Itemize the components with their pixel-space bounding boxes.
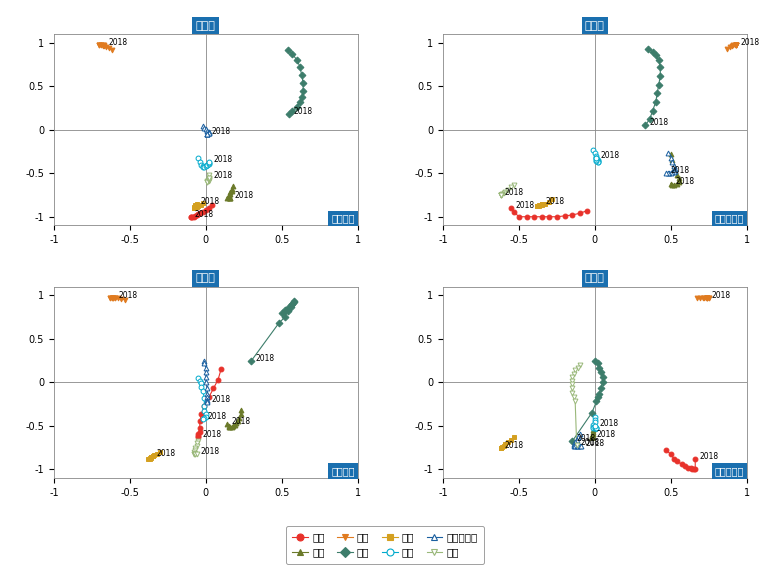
Text: 2018: 2018 xyxy=(201,197,220,206)
Title: 通信機: 通信機 xyxy=(585,20,605,31)
Text: 2018: 2018 xyxy=(256,353,275,362)
Text: 半導体素子: 半導体素子 xyxy=(715,466,744,476)
Text: 集積回路: 集積回路 xyxy=(331,466,355,476)
Text: 2018: 2018 xyxy=(741,39,759,47)
Text: 2018: 2018 xyxy=(505,440,524,450)
Title: 基地局: 基地局 xyxy=(585,273,605,283)
Text: 2018: 2018 xyxy=(596,430,615,439)
Title: 基地局: 基地局 xyxy=(196,273,216,283)
Text: 2018: 2018 xyxy=(119,291,138,300)
Text: 2018: 2018 xyxy=(649,118,668,127)
Text: 2018: 2018 xyxy=(671,166,690,175)
Text: 2018: 2018 xyxy=(195,210,214,218)
Text: 2018: 2018 xyxy=(601,151,620,160)
Text: 2018: 2018 xyxy=(711,291,731,300)
Text: 2018: 2018 xyxy=(675,177,695,185)
Text: 2018: 2018 xyxy=(212,127,231,136)
Text: 2018: 2018 xyxy=(203,430,222,439)
Text: 2018: 2018 xyxy=(505,188,524,197)
Text: 2018: 2018 xyxy=(585,439,604,448)
Text: 2018: 2018 xyxy=(207,412,226,421)
Text: 2018: 2018 xyxy=(576,435,595,443)
Text: 2018: 2018 xyxy=(213,155,233,164)
Text: 半導体素子: 半導体素子 xyxy=(715,213,744,224)
Text: 2018: 2018 xyxy=(699,452,718,461)
Text: 2018: 2018 xyxy=(515,201,534,210)
Text: 集積回路: 集積回路 xyxy=(331,213,355,224)
Text: 2018: 2018 xyxy=(212,395,231,405)
Text: 2018: 2018 xyxy=(293,107,313,116)
Text: 2018: 2018 xyxy=(157,449,176,458)
Text: 2018: 2018 xyxy=(213,171,233,180)
Text: 2018: 2018 xyxy=(546,197,565,206)
Text: 2018: 2018 xyxy=(581,438,600,447)
Text: 2018: 2018 xyxy=(234,191,253,200)
Title: 通信機: 通信機 xyxy=(196,20,216,31)
Text: 2018: 2018 xyxy=(201,447,220,456)
Legend: 日本, 米国, 中国, 英国, タイ, 独国, マレーシア, 韓国: 日本, 米国, 中国, 英国, タイ, 独国, マレーシア, 韓国 xyxy=(286,526,484,564)
Text: 2018: 2018 xyxy=(231,417,250,426)
Text: 2018: 2018 xyxy=(109,39,127,47)
Text: 2018: 2018 xyxy=(599,419,618,428)
